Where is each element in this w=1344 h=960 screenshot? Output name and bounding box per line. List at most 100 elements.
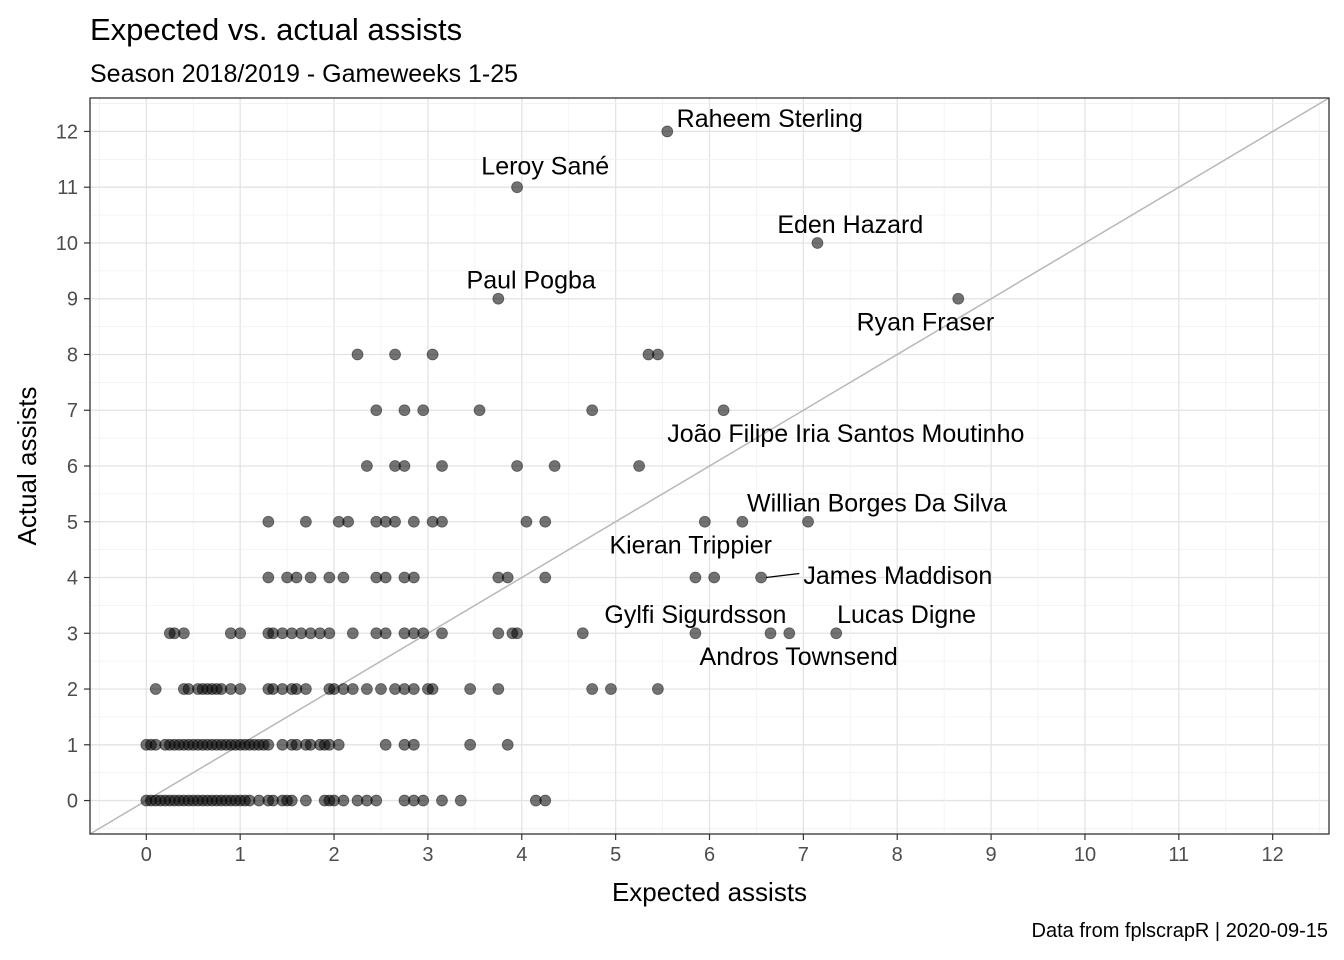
point-label: Raheem Sterling: [677, 105, 863, 133]
point-label: Willian Borges Da Silva: [747, 490, 1007, 518]
x-tick-label: 5: [610, 844, 621, 866]
data-point: [299, 794, 312, 807]
data-point: [736, 515, 749, 528]
data-point: [698, 515, 711, 528]
data-point: [511, 460, 523, 472]
data-point: [407, 738, 420, 751]
data-point: [464, 738, 477, 751]
data-point: [304, 571, 317, 584]
y-tick-label: 0: [67, 791, 78, 813]
data-point: [952, 292, 965, 305]
data-point: [473, 404, 486, 417]
data-point: [586, 683, 599, 695]
data-point: [360, 683, 373, 695]
x-tick-label: 11: [1168, 844, 1189, 866]
data-point: [539, 794, 552, 807]
x-tick-label: 7: [798, 844, 809, 866]
chart-caption: Data from fplscrapR | 2020-09-15: [1031, 920, 1328, 942]
x-tick-label: 8: [892, 844, 903, 866]
data-point: [436, 794, 448, 807]
data-point: [501, 738, 514, 751]
reference-line: [89, 97, 1330, 835]
data-point: [501, 571, 514, 584]
data-point: [511, 181, 523, 194]
data-point: [539, 571, 552, 584]
data-point: [764, 627, 777, 640]
x-axis-title: Expected assists: [612, 877, 807, 907]
data-point: [661, 125, 674, 138]
data-point: [346, 683, 359, 695]
x-tick-label: 9: [986, 844, 997, 866]
data-point: [708, 571, 721, 584]
chart-title: Expected vs. actual assists: [90, 12, 463, 47]
point-label: Ryan Fraser: [857, 308, 995, 336]
data-point: [379, 627, 392, 640]
y-axis-title: Actual assists: [12, 387, 42, 546]
data-point: [436, 627, 448, 640]
data-point: [539, 515, 552, 528]
x-tick-label: 12: [1262, 844, 1284, 866]
data-point: [689, 571, 702, 584]
point-label: Eden Hazard: [777, 211, 923, 239]
data-point: [464, 683, 477, 695]
data-point: [426, 683, 439, 695]
data-point: [548, 460, 561, 472]
y-tick-label: 12: [56, 121, 78, 143]
data-point: [586, 404, 599, 417]
y-tick-label: 5: [67, 512, 78, 534]
data-point: [234, 627, 247, 640]
data-point: [323, 571, 336, 584]
data-point: [389, 348, 401, 361]
x-axis: 0 1 2 3 4 5 6 7 8 9 10 11 12: [141, 834, 1284, 866]
x-tick-label: 3: [422, 844, 433, 866]
data-point: [375, 683, 387, 695]
data-point: [492, 683, 505, 695]
y-tick-label: 4: [67, 568, 78, 590]
data-point: [342, 515, 355, 528]
data-point: [454, 794, 467, 807]
data-point: [299, 683, 312, 695]
y-tick-label: 11: [57, 177, 78, 199]
point-label: Andros Townsend: [700, 643, 898, 671]
data-point: [370, 404, 383, 417]
y-tick-label: 6: [67, 456, 78, 478]
data-point: [783, 627, 796, 640]
data-point: [299, 515, 312, 528]
chart-subtitle: Season 2018/2019 - Gameweeks 1-25: [90, 60, 519, 88]
y-tick-label: 7: [67, 400, 78, 422]
point-label: João Filipe Iria Santos Moutinho: [667, 420, 1024, 448]
label-connector: [766, 572, 800, 579]
y-tick-label: 2: [67, 679, 78, 701]
data-point: [417, 404, 430, 417]
data-point: [398, 404, 411, 417]
x-tick-label: 6: [704, 844, 715, 866]
data-point: [337, 571, 350, 584]
data-point: [755, 571, 768, 584]
data-point: [492, 627, 505, 640]
data-point: [407, 571, 420, 584]
data-point: [651, 348, 664, 361]
data-point: [332, 738, 345, 751]
data-point: [436, 515, 448, 528]
data-point: [417, 794, 430, 807]
data-point: [417, 627, 430, 640]
data-point: [379, 571, 392, 584]
data-point: [802, 515, 814, 528]
data-point: [520, 515, 533, 528]
data-point: [389, 515, 401, 528]
data-point: [177, 627, 190, 640]
y-tick-label: 1: [67, 735, 78, 757]
data-point: [576, 627, 589, 640]
data-point: [370, 794, 383, 807]
point-label: Gylfi Sigurdsson: [604, 601, 786, 629]
data-point: [605, 683, 617, 695]
data-point: [234, 683, 247, 695]
data-point: [262, 738, 275, 751]
point-label: James Maddison: [803, 562, 992, 590]
data-point: [346, 627, 359, 640]
data-point: [651, 683, 664, 695]
point-label: Kieran Trippier: [609, 531, 772, 559]
data-point: [633, 460, 646, 472]
data-point: [285, 794, 298, 807]
